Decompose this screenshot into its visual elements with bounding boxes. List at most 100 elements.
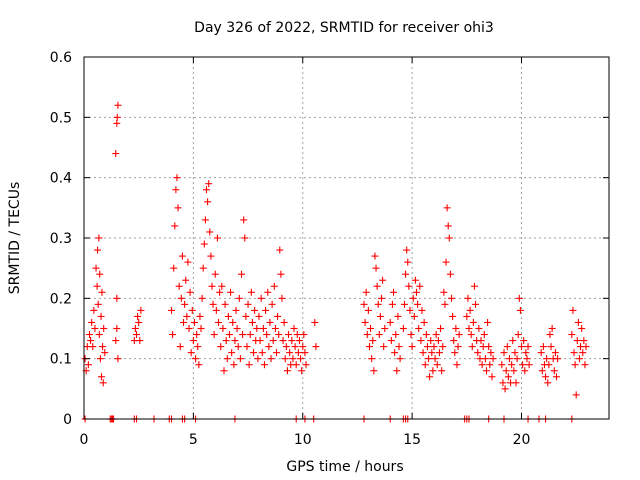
data-point [100,325,108,332]
data-point [234,343,242,351]
y-tick-label: 0.3 [50,231,72,247]
data-point [194,343,202,351]
data-point [485,343,493,351]
data-point [210,331,218,339]
x-tick-label: 5 [189,432,198,448]
data-point [133,331,140,339]
data-point [544,379,552,387]
data-point [411,276,419,284]
axis-ticks: 0 0.1 0.2 0.3 0.4 0.5 0.6 0 5 10 15 20 [50,50,609,448]
data-point [408,343,416,351]
data-point [172,186,180,194]
data-point [475,325,483,332]
data-point [373,282,381,290]
data-point [367,325,375,332]
data-point [440,288,448,296]
data-point [472,300,480,308]
data-point [90,306,98,314]
data-point [403,246,411,254]
data-point [224,312,232,320]
data-point [208,282,216,290]
data-point [371,252,379,260]
data-point [404,258,412,266]
data-point [302,361,310,369]
data-point [477,337,485,345]
data-point [578,325,586,332]
data-point [299,343,307,351]
data-point [280,318,288,326]
data-point [429,367,437,375]
data-point [268,300,276,308]
data-point [582,343,590,351]
data-point [417,337,425,345]
data-point [301,349,309,357]
data-point [574,318,582,326]
data-point [438,367,446,375]
data-point [547,343,555,351]
data-point [509,337,517,345]
data-point [184,258,192,266]
data-point [281,355,289,363]
data-point [229,318,237,326]
data-point [257,294,265,302]
data-point [483,367,490,375]
data-point [512,379,520,387]
data-point [467,331,475,339]
data-point [474,349,482,357]
data-point [579,349,587,357]
data-point [376,312,384,320]
data-point [484,318,492,326]
data-point [298,367,306,375]
data-point [276,246,284,254]
data-point [523,355,531,363]
data-point [511,349,519,357]
data-point [468,343,476,351]
data-point [464,294,472,302]
data-points [81,101,590,423]
data-point [266,318,274,326]
y-axis-label: SRMTID / TECUs [7,182,23,295]
data-point [402,270,410,278]
data-point [410,312,418,320]
data-point [454,343,462,351]
data-point [94,300,102,308]
data-point [311,318,319,326]
data-point [267,355,275,363]
data-point [225,331,233,339]
data-point [524,343,532,351]
data-point [362,288,370,296]
data-point [390,288,398,296]
y-tick-label: 0.4 [50,171,72,187]
data-point [251,306,259,314]
data-point [453,361,461,369]
data-point [259,325,267,332]
data-point [546,331,554,339]
data-point [290,325,298,332]
data-point [469,318,477,326]
data-point [499,379,507,387]
data-point [85,331,93,339]
data-point [572,391,580,399]
data-point [98,373,105,381]
data-point [488,373,496,381]
data-point [185,325,193,332]
data-point [427,337,435,345]
data-point [525,361,533,369]
data-point [573,337,581,345]
data-point [291,343,299,351]
data-point [542,373,550,381]
x-tick-label: 10 [294,432,312,448]
data-point [515,294,523,302]
data-point [230,361,238,369]
data-point [87,337,95,345]
data-point [243,343,251,351]
data-point [183,312,191,320]
data-point [206,228,214,236]
data-point [240,216,248,224]
data-point [368,355,376,363]
data-point [518,343,525,351]
data-point [265,343,273,351]
x-tick-label: 20 [513,432,531,448]
data-point [195,361,203,369]
y-tick-label: 0.1 [50,352,72,368]
